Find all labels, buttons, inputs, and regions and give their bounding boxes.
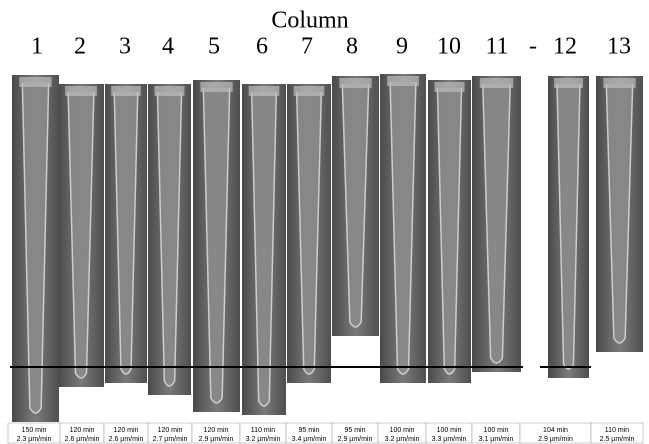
rate-label: 2.9 µm/min [538,436,573,443]
capillary [436,87,463,375]
column-label: 1 [31,34,43,60]
capillary [605,83,634,344]
time-label: 110 min [251,427,275,434]
column-label: 12 [553,34,577,60]
time-label: 100 min [390,427,415,434]
cap-top [65,86,97,96]
rate-label: 2.3 µm/min [17,436,52,443]
time-label: 120 min [158,427,183,434]
capillary [21,82,50,414]
capillary [250,91,278,407]
cap-top [293,86,325,96]
time-label: 104 min [543,427,568,434]
cap-top [479,78,514,88]
label-cell [590,422,644,444]
time-label: 95 min [298,427,319,434]
time-label: 110 min [605,427,629,434]
rate-label: 2.6 µm/min [65,436,100,443]
column-label: 5 [208,34,220,60]
time-label: 100 min [437,427,462,434]
column-label: 2 [74,34,86,60]
cap-top [200,82,233,92]
cap-top [603,78,636,88]
time-label: 120 min [70,427,95,434]
capillary [341,83,370,328]
cap-top [434,82,465,92]
rate-label: 3.2 µm/min [246,436,281,443]
rate-label: 2.9 µm/min [199,436,234,443]
time-label: 120 min [204,427,229,434]
column-label: 3 [119,34,131,60]
rate-label: 2.9 µm/min [338,436,373,443]
capillary [556,83,581,370]
column-label: 8 [346,34,358,60]
rate-label: 3.1 µm/min [479,436,514,443]
column-label: 6 [256,34,268,60]
time-label: 150 min [22,427,47,434]
capillary [67,91,95,379]
capillary [202,87,231,404]
capillary [389,81,417,375]
column-label: 10 [437,34,461,60]
cap-top [154,86,185,96]
capillary [295,91,323,375]
column-label: 11 [485,34,508,60]
column-label: 4 [162,34,174,60]
time-label: 100 min [484,427,509,434]
capillary [113,91,139,375]
cap-top [387,76,419,86]
cap-top [554,78,583,88]
time-label: 120 min [114,427,139,434]
rate-label: 2.6 µm/min [109,436,144,443]
title: Column [271,8,348,34]
rate-label: 3.4 µm/min [292,436,327,443]
separator: - [529,34,537,60]
time-label: 95 min [344,427,365,434]
rate-label: 2.5 µm/min [600,436,635,443]
capillary [156,91,183,387]
rate-label: 3.2 µm/min [385,436,420,443]
cap-top [19,77,52,87]
rate-label: 2.7 µm/min [153,436,188,443]
cap-top [339,78,372,88]
cap-top [111,86,141,96]
cap-top [248,86,280,96]
capillary [482,83,511,364]
column-label: 9 [396,34,408,60]
rate-label: 3.3 µm/min [432,436,467,443]
column-label: 13 [607,34,631,60]
column-label: 7 [301,34,313,60]
